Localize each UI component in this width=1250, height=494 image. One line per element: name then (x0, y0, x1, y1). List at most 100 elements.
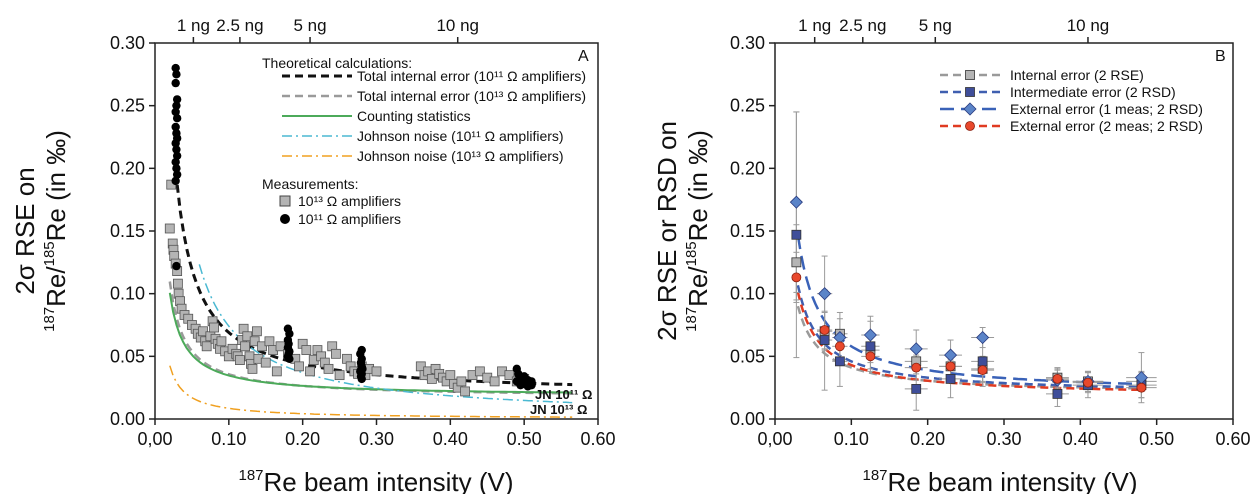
legend-curve-label-0: Total internal error (10¹¹ Ω amplifiers) (357, 68, 586, 84)
data-point-circle (172, 164, 181, 173)
x-tick-label: 0.30 (359, 429, 394, 449)
data-point-square (460, 386, 471, 397)
data-point-circle (1136, 382, 1147, 393)
legend-curve-entries: Total internal error (10¹¹ Ω amplifiers)… (282, 68, 586, 164)
x-tick-label: 0.30 (986, 429, 1021, 449)
x-tick-label: 0.10 (834, 429, 869, 449)
data-point-square (445, 370, 456, 381)
legend-theory-title: Theoretical calculations: (262, 55, 412, 71)
data-point-diamond (944, 348, 958, 362)
fit-curve-1 (796, 285, 1146, 389)
top-tick-label: 2.5 ng (216, 16, 263, 35)
data-point-square (235, 355, 245, 365)
panel-a: 0,00 0.10 0.20 0.30 0.40 0.50 0.60 0.00 0.05 0.10… (10, 16, 616, 494)
y-tick-label: 0.20 (730, 158, 765, 178)
data-point-circle (172, 114, 182, 123)
data-point-circle (171, 122, 180, 132)
y-tick-label: 0.00 (730, 409, 765, 429)
theory-curve-2 (168, 292, 573, 394)
panel-a-x-axis-title: 187Re beam intensity (V) (238, 467, 513, 494)
panel-b: 0,00 0.10 0.20 0.30 0.40 0.50 0.60 0.00 0.05 0.10… (652, 16, 1250, 494)
legend-marker-circle (280, 214, 290, 224)
x-tick-label: 0.40 (1063, 429, 1098, 449)
panel-b-legend: Internal error (2 RSE)Intermediate error… (940, 67, 1203, 134)
panel-b-y-axis-title-line1: 2σ RSE or RSD on (652, 121, 682, 341)
data-point-square (294, 361, 304, 372)
data-point-square (240, 341, 250, 352)
data-point-circle (172, 145, 181, 154)
data-point-circle (285, 354, 294, 364)
legend-marker-3 (965, 121, 975, 131)
legend-label-2: External error (1 meas; 2 RSD) (1010, 101, 1203, 117)
y-tick-label: 0.05 (110, 346, 145, 366)
data-point-square (172, 278, 183, 289)
y-tick-label: 0.00 (110, 409, 145, 429)
data-point-circle (172, 101, 181, 110)
x-tick-label: 0.20 (285, 429, 320, 449)
panel-a-y-axis-title-line2: 187Re/185Re (in ‰) (41, 130, 71, 332)
data-point-diamond (863, 328, 877, 342)
panel-b-letter: B (1215, 48, 1226, 65)
panel-a-legend: Theoretical calculations: Total internal… (262, 55, 586, 227)
x-tick-label: 0.20 (910, 429, 945, 449)
data-point-square (201, 341, 212, 352)
data-point-square (371, 366, 382, 377)
data-point-square (791, 229, 802, 240)
top-tick-label: 5 ng (294, 16, 327, 35)
panel-b-x-axis-title: 187Re beam intensity (V) (862, 467, 1137, 494)
legend-curve-label-3: Johnson noise (10¹¹ Ω amplifiers) (357, 128, 564, 144)
data-point-circle (172, 95, 182, 104)
data-point-square (819, 335, 830, 345)
data-point-square (249, 336, 260, 347)
data-point-circle (172, 170, 182, 179)
theory-curve-3 (198, 264, 573, 404)
panel-b-points (789, 111, 1157, 411)
data-point-diamond (789, 195, 803, 209)
top-tick-label: 2.5 ng (839, 16, 886, 35)
legend-curve-label-1: Total internal error (10¹³ Ω amplifiers) (357, 88, 586, 104)
x-tick-label: 0,00 (757, 429, 792, 449)
y-tick-label: 0.15 (730, 221, 765, 241)
data-point-square (198, 326, 208, 337)
x-tick-label: 0.50 (507, 429, 542, 449)
top-tick-label: 10 ng (436, 16, 479, 35)
data-point-square (257, 341, 267, 352)
legend-curve-label-4: Johnson noise (10¹³ Ω amplifiers) (357, 148, 564, 164)
data-point-circle (527, 380, 536, 390)
y-tick-label: 0.10 (730, 284, 765, 304)
legend-series-10-11: 10¹¹ Ω amplifiers (298, 211, 401, 227)
data-point-square (264, 336, 275, 347)
data-point-square (865, 341, 876, 352)
data-point-diamond (976, 330, 990, 345)
legend-marker-1 (965, 87, 975, 97)
legend-measure-title: Measurements: (262, 176, 358, 192)
data-point-circle (516, 380, 525, 390)
panel-a-y-axis-title: 2σ RSE on 187Re/185Re (in ‰) (10, 130, 71, 332)
data-point-diamond (909, 342, 923, 356)
data-point-square (791, 257, 802, 268)
legend-marker-2 (963, 102, 977, 116)
y-tick-label: 0.25 (730, 96, 765, 116)
data-point-square (251, 326, 262, 337)
panel-a-ticks: 0,00 0.10 0.20 0.30 0.40 0.50 0.60 0.00 0.05 0.10… (110, 16, 616, 449)
data-point-circle (819, 325, 830, 335)
data-point-circle (171, 63, 180, 73)
x-tick-label: 0.50 (1139, 429, 1174, 449)
data-point-square (945, 373, 956, 384)
legend-label-3: External error (2 meas; 2 RSD) (1010, 118, 1203, 134)
data-point-square (504, 370, 515, 381)
legend-label-1: Intermediate error (2 RSD) (1010, 84, 1176, 100)
data-point-square (323, 363, 334, 374)
data-point-square (330, 348, 341, 359)
top-tick-label: 1 ng (177, 16, 210, 35)
y-tick-label: 0.10 (110, 284, 145, 304)
data-point-circle (172, 70, 181, 79)
top-tick-label: 1 ng (798, 16, 831, 35)
data-point-square (334, 370, 345, 381)
legend-series-10-13: 10¹³ Ω amplifiers (298, 193, 401, 209)
data-point-square (301, 345, 312, 355)
data-point-square (834, 356, 845, 367)
data-point-circle (945, 361, 956, 372)
data-point-circle (977, 365, 988, 376)
data-point-square (247, 363, 258, 374)
